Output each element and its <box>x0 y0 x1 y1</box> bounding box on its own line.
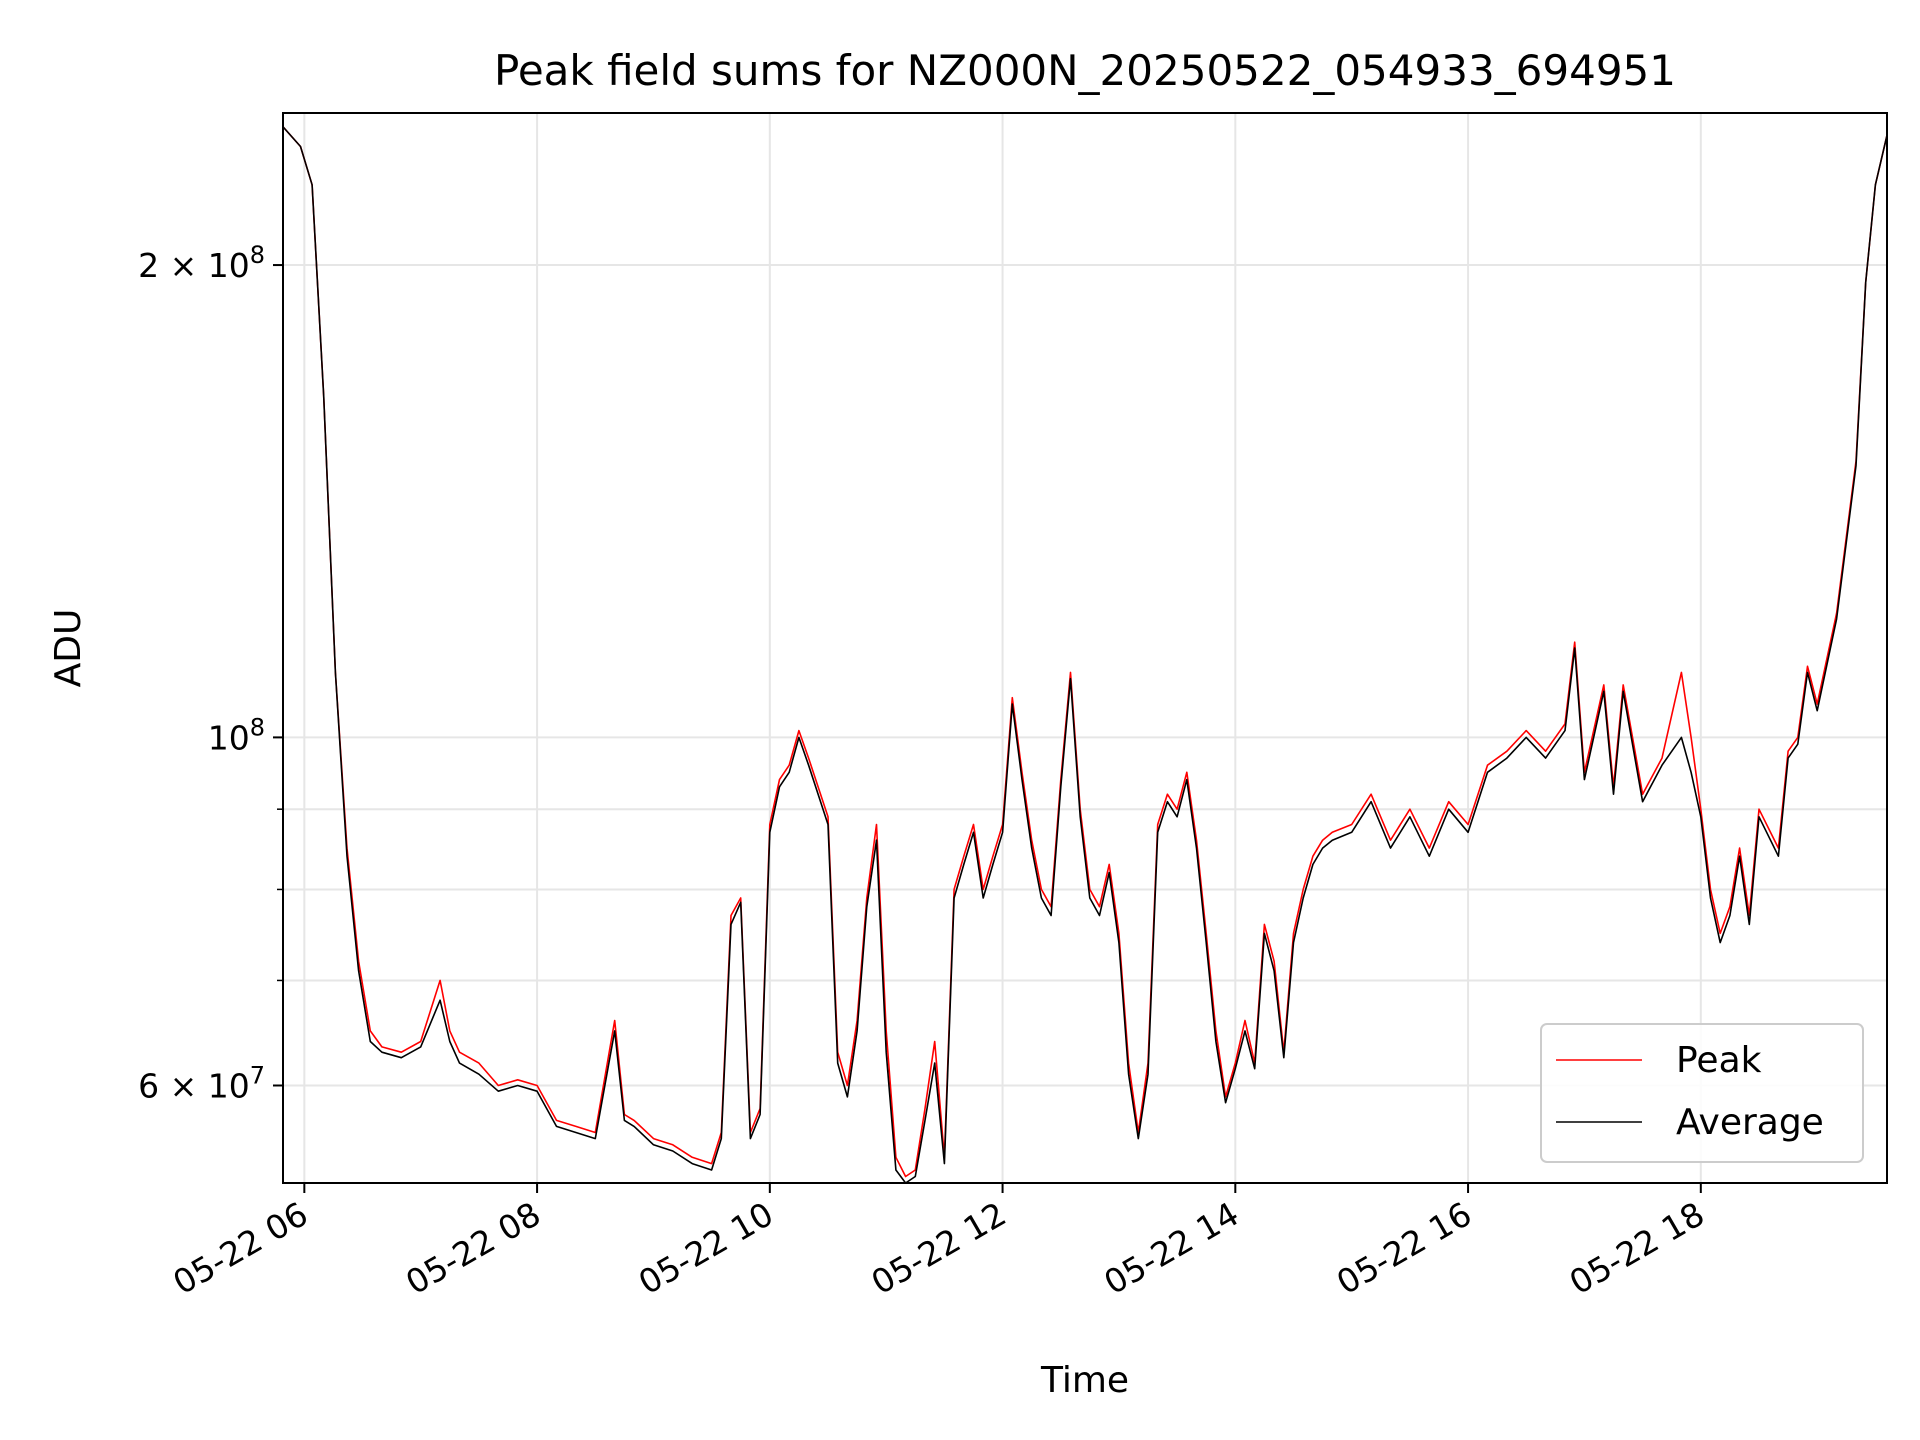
legend-box <box>1540 1023 1864 1163</box>
series-layer <box>283 126 1887 1183</box>
y-axis-label: ADU <box>48 609 89 688</box>
plot-frame <box>282 112 1888 1184</box>
y-axis: 2 × 108 108 6 × 107 <box>138 241 283 1105</box>
legend-label-average: Average <box>1676 1102 1824 1143</box>
grid <box>283 113 1887 1183</box>
legend-label-peak: Peak <box>1676 1040 1762 1081</box>
x-axis-label: Time <box>1040 1360 1129 1401</box>
y-tick-label: 108 <box>208 713 265 757</box>
y-tick-label: 6 × 107 <box>138 1061 265 1105</box>
legend: Peak Average <box>1540 1023 1864 1163</box>
y-tick-label: 2 × 108 <box>138 241 265 285</box>
series-line-average <box>283 126 1887 1183</box>
chart-title: Peak field sums for NZ000N_20250522_0549… <box>494 46 1676 95</box>
